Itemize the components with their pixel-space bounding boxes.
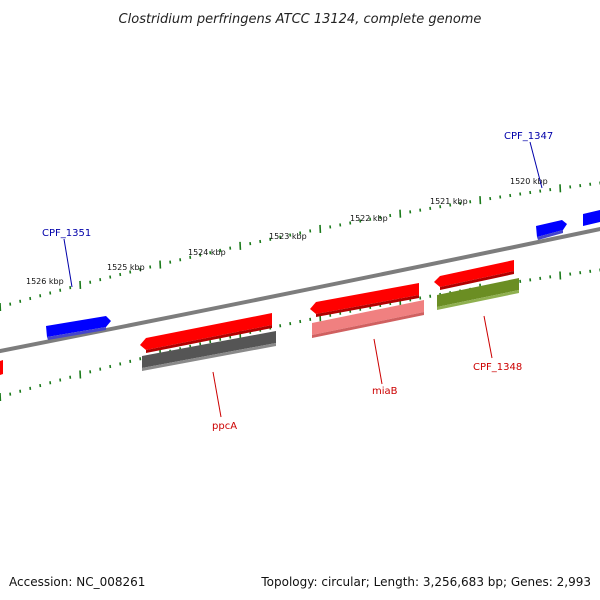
tick-label-1521: 1521 kbp [430,197,468,206]
accession-text: Accession: NC_008261 [9,575,145,589]
gene-label-ppcA[interactable]: ppcA [212,421,237,432]
tick-label-1524: 1524 kbp [188,248,226,257]
gene-miaB-feature[interactable] [310,283,419,317]
tick-label-1522: 1522 kbp [350,214,388,223]
leader-cpf1348 [483,315,493,359]
gene-ppcA-feature[interactable] [140,313,272,353]
leader-cpf1351 [63,238,73,288]
gene-label-miaB[interactable]: miaB [372,386,398,397]
feature-gray-ppcA[interactable] [142,331,276,371]
gene-label-cpf1348[interactable]: CPF_1348 [473,362,522,373]
outer-tick-row [0,181,600,312]
map-title: Clostridium perfringens ATCC 13124, comp… [119,12,482,27]
feature-olive-cpf1348[interactable] [437,278,519,310]
leader-cpf1347 [529,141,543,189]
tick-label-1526: 1526 kbp [26,277,64,286]
genome-stats-text: Topology: circular; Length: 3,256,683 bp… [260,575,591,589]
gene-right-edge-feature[interactable] [583,210,600,226]
tick-label-1523: 1523 kbp [269,232,307,241]
tick-label-1525: 1525 kbp [107,263,145,272]
gene-cpf1351-feature[interactable] [46,316,111,340]
gene-cpf1347-feature[interactable] [536,220,567,240]
genome-backbone [0,227,600,354]
gene-left-edge-feature[interactable] [0,360,3,375]
feature-pink-miaB[interactable] [312,300,424,338]
tick-label-1520: 1520 kbp [510,177,548,186]
leader-miaB [373,338,383,385]
leader-ppcA [212,371,222,418]
gene-label-cpf1351[interactable]: CPF_1351 [42,228,91,239]
gene-cpf1348-feature[interactable] [434,260,514,290]
gene-label-cpf1347[interactable]: CPF_1347 [504,131,553,142]
